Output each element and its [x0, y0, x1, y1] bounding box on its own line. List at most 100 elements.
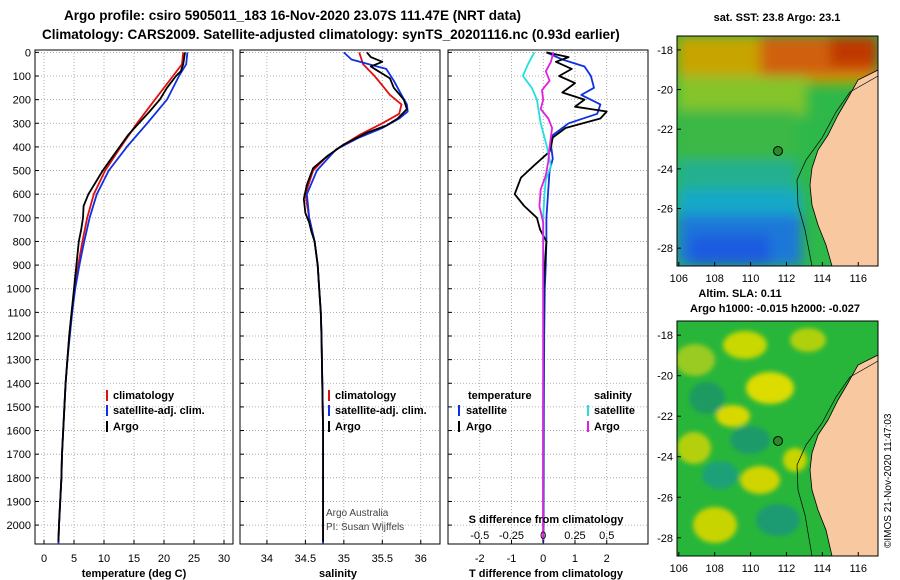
x-tick-label: 15 — [128, 553, 140, 565]
map-lat-label: -22 — [657, 124, 673, 136]
depth-tick-label: 200 — [13, 95, 31, 107]
figure-title-line2: Climatology: CARS2009. Satellite-adjuste… — [42, 27, 620, 42]
map-lat-label: -20 — [657, 371, 673, 383]
legend-swatch-t-satellite — [458, 405, 460, 416]
depth-tick-label: 1300 — [7, 355, 31, 367]
x-tick-label: 34.5 — [295, 553, 316, 565]
legend-label-argo: Argo — [113, 421, 139, 433]
series-line-s-satellite — [522, 51, 552, 544]
legend-label-climatology: climatology — [113, 390, 175, 402]
x-tick-label: 25 — [188, 553, 200, 565]
difference-panel-frame — [447, 49, 649, 545]
sst-float-marker — [773, 146, 783, 156]
depth-tick-label: 100 — [13, 71, 31, 83]
series-line-climatology — [57, 52, 185, 545]
map-lon-label: 108 — [706, 273, 724, 285]
sst-map-title: sat. SST: 23.8 Argo: 23.1 — [714, 12, 841, 24]
figure-title-line1: Argo profile: csiro 5905011_183 16-Nov-2… — [64, 8, 521, 23]
depth-tick-label: 300 — [13, 118, 31, 130]
map-lat-label: -22 — [657, 411, 673, 423]
profile-lines-layer — [57, 51, 608, 545]
sla-map-title: Altim. SLA: 0.11 — [698, 288, 781, 300]
depth-tick-label: 1600 — [7, 426, 31, 438]
credit-argo-australia: Argo Australia — [326, 508, 389, 519]
difference-legend: temperature satellite Argo salinity sate… — [458, 390, 635, 433]
depth-tick-label: 1000 — [7, 284, 31, 296]
tick-labels-layer: 0100200300400500600700800900100011001200… — [7, 47, 615, 565]
legend-swatch-climatology — [328, 390, 330, 401]
s-diff-tick-label: 0.25 — [564, 530, 585, 542]
legend-swatch-argo — [106, 421, 108, 432]
map-lat-label: -18 — [657, 45, 673, 57]
salinity-x-axis-label: salinity — [319, 568, 358, 580]
x-tick-label: 1 — [572, 553, 578, 565]
depth-tick-label: 500 — [13, 166, 31, 178]
legend-label-satellite: satellite-adj. clim. — [335, 405, 427, 417]
map-lat-label: -24 — [657, 164, 673, 176]
sla-map-subtitle: Argo h1000: -0.015 h2000: -0.027 — [690, 303, 860, 315]
map-lat-label: -28 — [657, 243, 673, 255]
sla-float-marker — [773, 436, 783, 446]
legend-label-t-satellite: satellite — [466, 405, 507, 417]
depth-tick-label: 0 — [25, 47, 31, 59]
s-diff-tick-label: -0.5 — [470, 530, 489, 542]
legend-swatch-s-argo — [587, 421, 589, 432]
legend-label-climatology: climatology — [335, 390, 397, 402]
x-tick-label: 35.5 — [372, 553, 393, 565]
legend-swatch-s-satellite — [587, 405, 589, 416]
x-tick-label: 30 — [218, 553, 230, 565]
depth-tick-label: 1200 — [7, 331, 31, 343]
legend-label-t-argo: Argo — [466, 421, 492, 433]
map-lon-label: 112 — [778, 563, 796, 575]
depth-tick-label: 400 — [13, 142, 31, 154]
sst-map-frame — [676, 35, 879, 267]
map-lat-label: -28 — [657, 533, 673, 545]
legend-heading-salinity: salinity — [594, 390, 633, 402]
temperature-x-axis-label: temperature (deg C) — [82, 568, 187, 580]
series-line-t-argo — [513, 51, 608, 542]
s-diff-tick-label: -0.25 — [499, 530, 524, 542]
legend-label-s-satellite: satellite — [594, 405, 635, 417]
depth-tick-label: 1500 — [7, 402, 31, 414]
map-lon-label: 116 — [849, 563, 867, 575]
legend-swatch-satellite — [106, 405, 108, 416]
s-diff-tick-label: 0 — [540, 530, 546, 542]
depth-tick-label: 1400 — [7, 378, 31, 390]
map-lon-label: 108 — [706, 563, 724, 575]
map-lat-label: -18 — [657, 330, 673, 342]
map-lon-label: 114 — [814, 273, 832, 285]
depth-tick-label: 900 — [13, 260, 31, 272]
sst-map-ticks: 106 108 110 112 114 116 -18 -20 -22 -24 -26 -28 — [657, 45, 867, 285]
temperature-legend: climatology satellite-adj. clim. Argo — [106, 390, 205, 433]
sla-map-frame — [676, 320, 879, 557]
map-lon-label: 110 — [742, 273, 760, 285]
x-tick-label: 2 — [604, 553, 610, 565]
s-diff-tick-label: 0.5 — [599, 530, 614, 542]
series-line-argo — [57, 52, 186, 542]
legend-swatch-satellite — [328, 405, 330, 416]
map-lon-label: 106 — [670, 563, 688, 575]
legend-swatch-climatology — [106, 390, 108, 401]
series-line-satellite-adj-clim- — [305, 51, 409, 544]
x-tick-label: 0 — [540, 553, 546, 565]
map-lon-label: 116 — [849, 273, 867, 285]
legend-label-argo: Argo — [335, 421, 361, 433]
map-lon-label: 114 — [814, 563, 832, 575]
salinity-legend: climatology satellite-adj. clim. Argo — [328, 390, 427, 433]
x-tick-label: 20 — [158, 553, 170, 565]
x-tick-label: 34 — [261, 553, 273, 565]
map-lat-label: -26 — [657, 492, 673, 504]
series-line-s-argo — [538, 52, 555, 542]
x-tick-label: -1 — [507, 553, 517, 565]
legend-heading-temperature: temperature — [468, 390, 532, 402]
depth-tick-label: 700 — [13, 213, 31, 225]
legend-swatch-argo — [328, 421, 330, 432]
x-tick-label: -2 — [475, 553, 485, 565]
map-lon-label: 106 — [670, 273, 688, 285]
depth-tick-label: 2000 — [7, 520, 31, 532]
legend-label-satellite: satellite-adj. clim. — [113, 405, 205, 417]
series-line-argo — [302, 51, 408, 542]
depth-tick-label: 1900 — [7, 496, 31, 508]
depth-tick-label: 800 — [13, 236, 31, 248]
